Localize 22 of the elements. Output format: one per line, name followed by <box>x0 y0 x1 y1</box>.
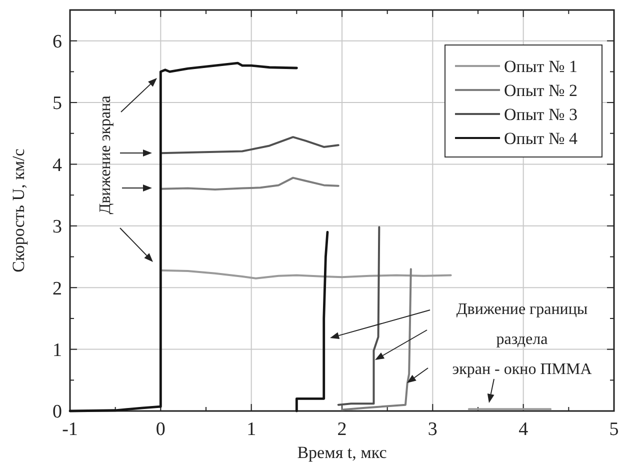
y-tick-label: 3 <box>52 216 62 238</box>
annotation: Движение экрана <box>97 96 114 214</box>
legend-label: Опыт № 3 <box>504 104 578 124</box>
y-tick-label: 2 <box>52 278 62 300</box>
annotation: Движение границы раздела экран - окно ПММА <box>452 301 592 378</box>
y-tick-label: 6 <box>52 31 62 52</box>
x-tick-label: -1 <box>62 419 78 440</box>
x-axis-title: Время t, мкс <box>297 443 388 462</box>
y-tick-label: 1 <box>52 340 62 361</box>
y-tick-label: 0 <box>52 402 62 423</box>
y-tick-label: 5 <box>52 93 62 114</box>
legend-label: Опыт № 4 <box>504 128 578 148</box>
legend-label: Опыт № 1 <box>504 56 578 76</box>
x-tick-label: 5 <box>609 419 619 440</box>
y-axis-title: Скорость U, км/с <box>9 148 28 272</box>
x-tick-label: 1 <box>246 419 256 440</box>
x-tick-label: 0 <box>156 419 166 440</box>
y-tick-label: 4 <box>52 154 62 176</box>
x-tick-label: 2 <box>337 419 347 440</box>
legend-label: Опыт № 2 <box>504 80 578 100</box>
x-tick-label: 3 <box>428 419 438 440</box>
x-tick-label: 4 <box>518 419 529 440</box>
